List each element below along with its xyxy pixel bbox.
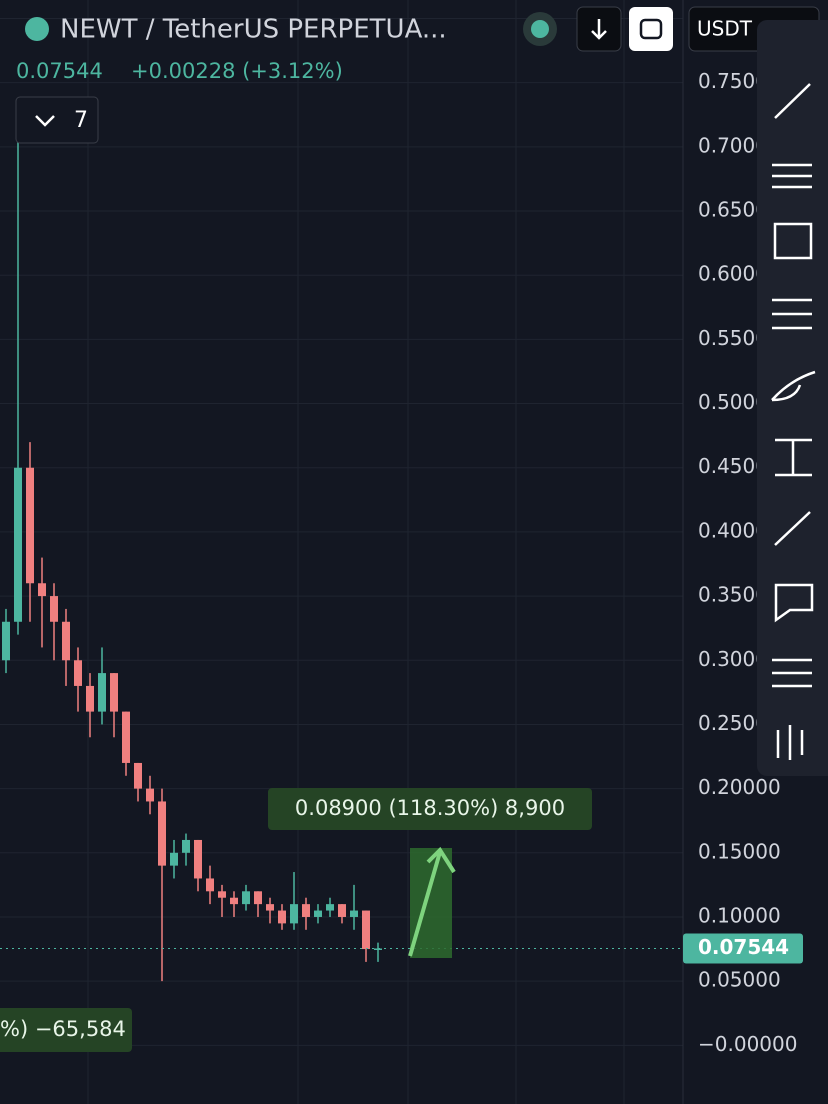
annotation: 0.08900 (118.30%) 8,900 bbox=[295, 796, 565, 820]
annotation: %) −65,584 bbox=[0, 1017, 126, 1041]
projection-box bbox=[410, 848, 452, 958]
drawing-toolbar bbox=[757, 20, 828, 776]
candle-body bbox=[206, 878, 214, 892]
status-dot bbox=[531, 20, 549, 38]
symbol-icon bbox=[25, 17, 49, 41]
candle-body bbox=[374, 948, 382, 950]
candles-tool[interactable] bbox=[776, 725, 804, 760]
candle-body bbox=[326, 904, 334, 911]
symbol-title[interactable]: NEWT / TetherUS PERPETUA... bbox=[60, 15, 447, 45]
fullscreen-icon bbox=[639, 18, 663, 40]
candle-body bbox=[98, 673, 106, 712]
candle-body bbox=[158, 801, 166, 866]
y-tick-label: 0.05000 bbox=[698, 968, 781, 992]
candle-body bbox=[110, 673, 118, 712]
candle-body bbox=[254, 891, 262, 905]
candle-body bbox=[230, 897, 238, 905]
y-tick-label: −0.00000 bbox=[698, 1032, 797, 1056]
currency: USDT bbox=[697, 17, 753, 41]
plot: 0.800000.750000.700000.650000.600000.550… bbox=[0, 5, 797, 1056]
last-price-label: 0.07544 bbox=[698, 935, 789, 959]
annotation-box bbox=[0, 1008, 132, 1052]
download-icon bbox=[591, 19, 607, 40]
candle-body bbox=[266, 904, 274, 911]
candle-body bbox=[242, 891, 250, 905]
candle-body bbox=[170, 852, 178, 866]
candle-body bbox=[14, 467, 22, 622]
candle-body bbox=[350, 910, 358, 917]
candle-body bbox=[62, 621, 70, 661]
price-change: +0.00228 (+3.12%) bbox=[131, 59, 343, 83]
trend-line-tool[interactable] bbox=[774, 83, 811, 119]
chevron bbox=[35, 115, 55, 127]
fullscreen-button[interactable] bbox=[629, 7, 673, 51]
measure-tool[interactable] bbox=[775, 438, 812, 477]
annotation-box bbox=[268, 788, 592, 830]
candle-body bbox=[314, 910, 322, 917]
candle-body bbox=[26, 467, 34, 584]
candle-body bbox=[146, 788, 154, 802]
candle-body bbox=[86, 685, 94, 712]
candle-body bbox=[182, 839, 190, 853]
candle-body bbox=[290, 904, 298, 924]
candle-body bbox=[2, 621, 10, 661]
candle-body bbox=[338, 904, 346, 917]
last-price-tag bbox=[683, 933, 803, 964]
candle-body bbox=[122, 711, 130, 763]
candle-body bbox=[38, 583, 46, 597]
brush-tool[interactable] bbox=[771, 370, 816, 402]
callout-tool[interactable] bbox=[774, 583, 814, 623]
y-tick-label: 0.15000 bbox=[698, 839, 781, 863]
fib-tool[interactable] bbox=[772, 298, 812, 330]
grid bbox=[87, 0, 625, 1104]
candle-body bbox=[50, 596, 58, 622]
candle-body bbox=[218, 891, 226, 898]
candle-body bbox=[134, 762, 142, 789]
candle-body bbox=[194, 839, 202, 879]
candle-body bbox=[278, 910, 286, 924]
last-price: 0.07544 bbox=[16, 59, 103, 83]
rectangle-tool[interactable] bbox=[773, 222, 813, 260]
projection-arrow bbox=[408, 846, 456, 957]
interval: 7 bbox=[74, 108, 88, 133]
pitchfork-tool[interactable] bbox=[772, 163, 812, 189]
y-tick-label: 0.10000 bbox=[698, 903, 781, 927]
toolbar-icons bbox=[771, 83, 816, 760]
candle-body bbox=[74, 660, 82, 686]
arrow-tool[interactable] bbox=[774, 511, 811, 546]
lines-tool[interactable] bbox=[772, 658, 812, 688]
interval-dropdown[interactable] bbox=[15, 96, 99, 144]
candle-body bbox=[362, 910, 370, 950]
candle-body bbox=[302, 904, 310, 917]
y-tick-label: 0.20000 bbox=[698, 775, 781, 799]
